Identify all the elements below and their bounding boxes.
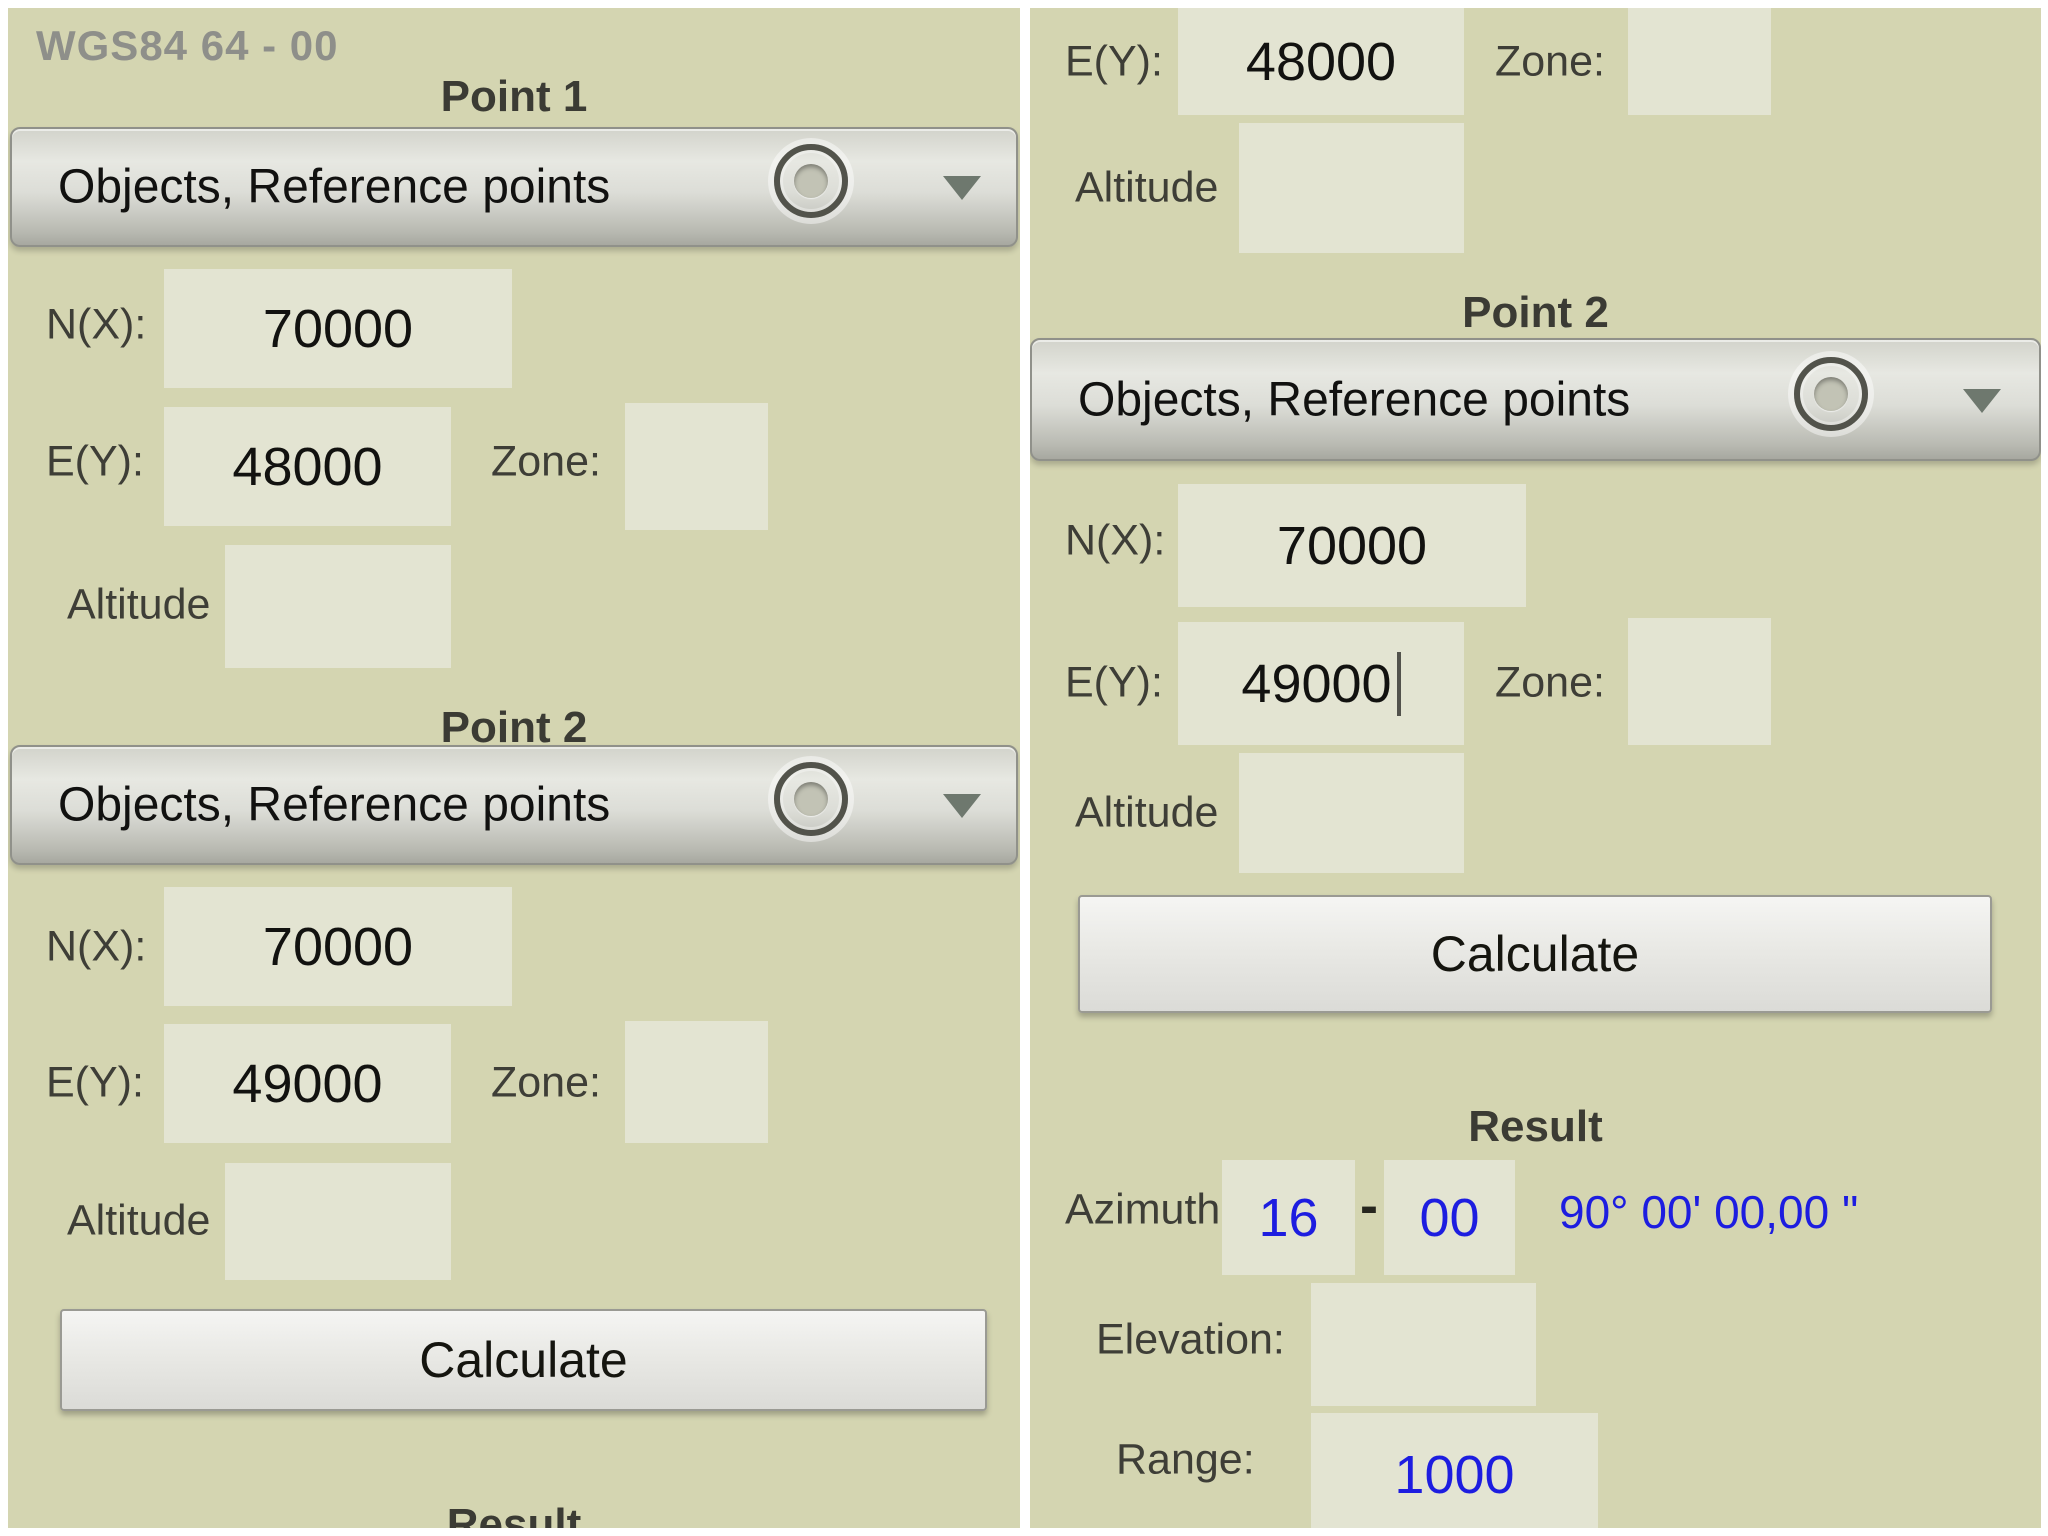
r-p2-ey-field[interactable]: 49000 (1178, 622, 1464, 745)
range-label: Range: (1116, 1435, 1255, 1484)
datum-header: WGS84 64 - 00 (36, 22, 339, 69)
r-p1-altitude-field[interactable] (1239, 123, 1464, 253)
r-p2-zone-label: Zone: (1495, 658, 1605, 707)
r-p2-altitude-label: Altitude (1075, 788, 1219, 837)
radio-dot-icon (794, 164, 828, 198)
elevation-field[interactable] (1311, 1283, 1536, 1406)
panel-left-screen: WGS84 64 - 00 Point 1 Objects, Reference… (8, 8, 1020, 1528)
r-p1-ey-field[interactable]: 48000 (1178, 8, 1464, 115)
point2-spinner-selected-label: Objects, Reference points (58, 778, 611, 832)
calculate-button[interactable]: Calculate (1078, 895, 1992, 1013)
r-point2-heading: Point 2 (1462, 288, 1609, 337)
azimuth-mils-minor-field[interactable]: 00 (1384, 1160, 1515, 1275)
p1-nx-value: 70000 (262, 298, 414, 359)
chevron-down-icon (1963, 388, 2001, 413)
p2-zone-field[interactable] (625, 1021, 768, 1143)
point2-heading: Point 2 (440, 703, 588, 752)
p2-ey-field[interactable]: 49000 (164, 1024, 451, 1143)
r-p2-altitude-field[interactable] (1239, 753, 1464, 873)
p1-nx-label: N(X): (46, 300, 147, 349)
p2-altitude-label: Altitude (67, 1196, 211, 1245)
panel-right-screen: E(Y): 48000 Zone: Altitude Point 2 Objec… (1030, 8, 2041, 1528)
r-point2-spinner-selected-label: Objects, Reference points (1078, 373, 1631, 426)
p2-altitude-field[interactable] (225, 1163, 451, 1280)
r-p1-zone-label: Zone: (1495, 37, 1605, 86)
r-p2-ey-value: 49000 (1241, 653, 1392, 714)
azimuth-mils-major-field[interactable]: 16 (1222, 1160, 1355, 1275)
p1-ey-value: 48000 (232, 436, 383, 497)
chevron-down-icon (943, 794, 981, 818)
r-p2-ey-label: E(Y): (1065, 658, 1163, 707)
p1-zone-field[interactable] (625, 403, 768, 530)
p2-ey-label: E(Y): (46, 1058, 144, 1107)
r-p1-altitude-label: Altitude (1075, 163, 1219, 212)
azimuth-mils-major-value: 16 (1258, 1187, 1319, 1248)
result-heading: Result (1468, 1102, 1603, 1151)
point2-object-type-spinner[interactable]: Objects, Reference points (10, 745, 1018, 865)
r-p1-ey-value: 48000 (1245, 31, 1397, 92)
r-point2-object-type-spinner[interactable]: Objects, Reference points (1030, 338, 2041, 461)
p1-ey-label: E(Y): (46, 437, 144, 486)
radio-icon (1794, 356, 1868, 431)
p2-nx-value: 70000 (262, 916, 414, 977)
r-p2-nx-value: 70000 (1276, 515, 1428, 576)
p1-altitude-field[interactable] (225, 545, 451, 668)
point1-spinner-selected-label: Objects, Reference points (58, 160, 611, 214)
result-heading-clipped: Result (446, 1500, 582, 1528)
azimuth-mils-minor-value: 00 (1419, 1187, 1480, 1248)
chevron-down-icon (943, 176, 981, 200)
radio-icon (774, 144, 848, 218)
p1-altitude-label: Altitude (67, 580, 211, 629)
point1-heading: Point 1 (440, 72, 588, 121)
text-cursor (1396, 651, 1401, 716)
azimuth-label: Azimuth: (1065, 1185, 1233, 1234)
azimuth-separator: - (1360, 1176, 1378, 1236)
r-p2-nx-field[interactable]: 70000 (1178, 484, 1526, 607)
p2-nx-field[interactable]: 70000 (164, 887, 512, 1006)
r-p2-nx-label: N(X): (1065, 516, 1166, 565)
range-value: 1000 (1394, 1444, 1515, 1505)
p2-nx-label: N(X): (46, 922, 147, 971)
radio-icon (774, 762, 848, 836)
elevation-label: Elevation: (1096, 1315, 1285, 1364)
p1-ey-field[interactable]: 48000 (164, 407, 451, 526)
azimuth-degrees-text: 90° 00' 00,00 " (1559, 1186, 1859, 1238)
p1-zone-label: Zone: (491, 437, 601, 486)
calculate-button[interactable]: Calculate (60, 1309, 987, 1411)
range-field[interactable]: 1000 (1311, 1413, 1598, 1528)
r-p1-zone-field[interactable] (1628, 8, 1771, 115)
r-p2-zone-field[interactable] (1628, 618, 1771, 745)
p2-zone-label: Zone: (491, 1058, 601, 1107)
p1-nx-field[interactable]: 70000 (164, 269, 512, 388)
r-p1-ey-label: E(Y): (1065, 37, 1163, 86)
radio-dot-icon (794, 782, 828, 816)
point1-object-type-spinner[interactable]: Objects, Reference points (10, 127, 1018, 247)
radio-dot-icon (1814, 376, 1848, 411)
p2-ey-value: 49000 (232, 1053, 383, 1114)
